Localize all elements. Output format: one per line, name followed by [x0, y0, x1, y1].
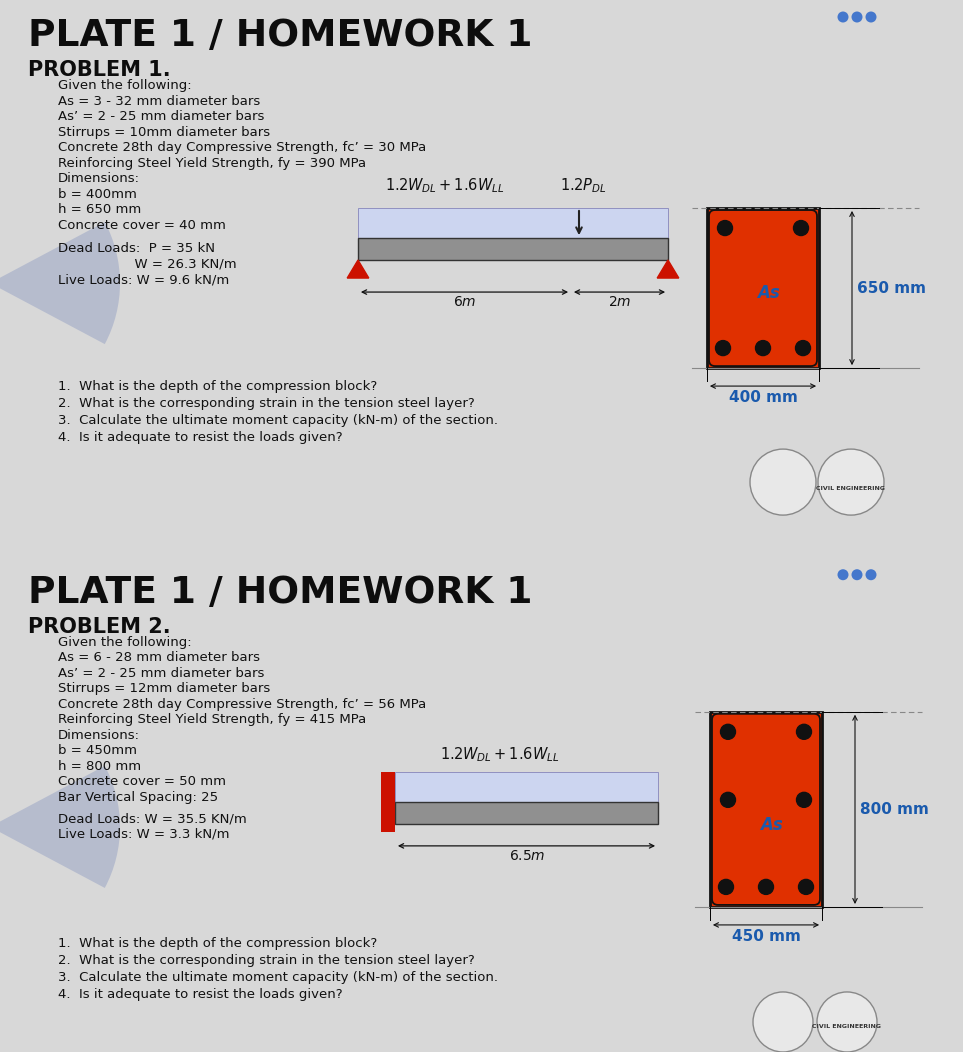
Wedge shape	[0, 222, 120, 344]
Circle shape	[851, 569, 863, 581]
Bar	[358, 238, 668, 260]
Text: Dead Loads:  P = 35 kN: Dead Loads: P = 35 kN	[58, 242, 215, 255]
Circle shape	[718, 879, 734, 894]
Text: PLATE 1 / HOMEWORK 1: PLATE 1 / HOMEWORK 1	[28, 574, 533, 611]
Text: Stirrups = 12mm diameter bars: Stirrups = 12mm diameter bars	[58, 683, 271, 695]
Circle shape	[818, 449, 884, 515]
Text: 800 mm: 800 mm	[860, 802, 929, 816]
Text: As: As	[760, 816, 782, 834]
Text: Reinforcing Steel Yield Strength, fy = 415 MPa: Reinforcing Steel Yield Strength, fy = 4…	[58, 713, 366, 726]
Text: Dead Loads: W = 35.5 KN/m: Dead Loads: W = 35.5 KN/m	[58, 812, 247, 826]
Text: 1.  What is the depth of the compression block?: 1. What is the depth of the compression …	[58, 380, 377, 393]
Text: 4.  Is it adequate to resist the loads given?: 4. Is it adequate to resist the loads gi…	[58, 431, 343, 444]
Circle shape	[716, 341, 731, 356]
Circle shape	[756, 341, 770, 356]
Bar	[381, 772, 395, 832]
Circle shape	[817, 992, 877, 1052]
Text: 2.  What is the corresponding strain in the tension steel layer?: 2. What is the corresponding strain in t…	[58, 397, 475, 410]
Text: 450 mm: 450 mm	[732, 929, 800, 944]
Text: PROBLEM 1.: PROBLEM 1.	[28, 60, 170, 80]
Text: As’ = 2 - 25 mm diameter bars: As’ = 2 - 25 mm diameter bars	[58, 667, 265, 680]
Bar	[395, 772, 658, 802]
Text: $\it{6m}$: $\it{6m}$	[453, 295, 476, 309]
Text: Dimensions:: Dimensions:	[58, 173, 140, 185]
Bar	[358, 208, 668, 238]
Text: b = 400mm: b = 400mm	[58, 187, 137, 201]
Text: b = 450mm: b = 450mm	[58, 745, 137, 757]
Circle shape	[838, 569, 848, 581]
Text: $\it{6.5m}$: $\it{6.5m}$	[508, 849, 544, 863]
Text: $\it{2m}$: $\it{2m}$	[608, 295, 631, 309]
Text: 3.  Calculate the ultimate moment capacity (kN-m) of the section.: 3. Calculate the ultimate moment capacit…	[58, 971, 498, 984]
Text: Stirrups = 10mm diameter bars: Stirrups = 10mm diameter bars	[58, 125, 271, 139]
Text: CIVIL ENGINEERING: CIVIL ENGINEERING	[813, 1025, 881, 1030]
Text: 400 mm: 400 mm	[729, 390, 797, 405]
Text: Given the following:: Given the following:	[58, 635, 192, 649]
Circle shape	[851, 12, 863, 22]
Circle shape	[795, 341, 811, 356]
Bar	[395, 802, 658, 824]
Text: 4.  Is it adequate to resist the loads given?: 4. Is it adequate to resist the loads gi…	[58, 988, 343, 1000]
Circle shape	[720, 792, 736, 807]
Circle shape	[794, 221, 809, 236]
Text: PROBLEM 2.: PROBLEM 2.	[28, 616, 170, 636]
Text: h = 650 mm: h = 650 mm	[58, 203, 142, 216]
Circle shape	[866, 569, 876, 581]
Circle shape	[796, 725, 812, 740]
Circle shape	[796, 792, 812, 807]
Text: $1.2W_{DL}+1.6W_{LL}$: $1.2W_{DL}+1.6W_{LL}$	[440, 745, 560, 764]
Circle shape	[798, 879, 814, 894]
Text: CIVIL ENGINEERING: CIVIL ENGINEERING	[817, 486, 886, 490]
Polygon shape	[348, 260, 369, 278]
Text: $1.2P_{DL}$: $1.2P_{DL}$	[560, 177, 607, 195]
Text: Concrete cover = 50 mm: Concrete cover = 50 mm	[58, 775, 226, 788]
Text: Reinforcing Steel Yield Strength, fy = 390 MPa: Reinforcing Steel Yield Strength, fy = 3…	[58, 157, 366, 169]
Wedge shape	[0, 766, 120, 888]
Text: h = 800 mm: h = 800 mm	[58, 760, 142, 773]
Circle shape	[717, 221, 733, 236]
Polygon shape	[657, 260, 679, 278]
Bar	[710, 712, 822, 907]
Circle shape	[720, 725, 736, 740]
Text: As: As	[757, 284, 779, 302]
Circle shape	[838, 12, 848, 22]
Text: Live Loads: W = 3.3 kN/m: Live Loads: W = 3.3 kN/m	[58, 828, 229, 841]
Circle shape	[750, 449, 816, 515]
Text: Given the following:: Given the following:	[58, 79, 192, 92]
Text: As = 6 - 28 mm diameter bars: As = 6 - 28 mm diameter bars	[58, 651, 260, 664]
Text: As = 3 - 32 mm diameter bars: As = 3 - 32 mm diameter bars	[58, 95, 260, 107]
Text: 3.  Calculate the ultimate moment capacity (kN-m) of the section.: 3. Calculate the ultimate moment capacit…	[58, 414, 498, 427]
Text: Live Loads: W = 9.6 kN/m: Live Loads: W = 9.6 kN/m	[58, 274, 229, 286]
Text: $1.2W_{DL}+1.6W_{LL}$: $1.2W_{DL}+1.6W_{LL}$	[385, 177, 505, 195]
Circle shape	[759, 879, 773, 894]
Text: Bar Vertical Spacing: 25: Bar Vertical Spacing: 25	[58, 791, 219, 804]
Text: Concrete 28th day Compressive Strength, fc’ = 30 MPa: Concrete 28th day Compressive Strength, …	[58, 141, 427, 154]
Text: 1.  What is the depth of the compression block?: 1. What is the depth of the compression …	[58, 937, 377, 950]
Bar	[707, 208, 819, 368]
Text: PLATE 1 / HOMEWORK 1: PLATE 1 / HOMEWORK 1	[28, 18, 533, 54]
Text: 2.  What is the corresponding strain in the tension steel layer?: 2. What is the corresponding strain in t…	[58, 954, 475, 967]
Text: Concrete cover = 40 mm: Concrete cover = 40 mm	[58, 219, 226, 231]
Text: As’ = 2 - 25 mm diameter bars: As’ = 2 - 25 mm diameter bars	[58, 110, 265, 123]
Text: W = 26.3 KN/m: W = 26.3 KN/m	[58, 258, 237, 270]
Text: Concrete 28th day Compressive Strength, fc’ = 56 MPa: Concrete 28th day Compressive Strength, …	[58, 697, 427, 711]
Text: 650 mm: 650 mm	[857, 281, 926, 296]
Circle shape	[866, 12, 876, 22]
Circle shape	[753, 992, 813, 1052]
Text: Dimensions:: Dimensions:	[58, 729, 140, 742]
